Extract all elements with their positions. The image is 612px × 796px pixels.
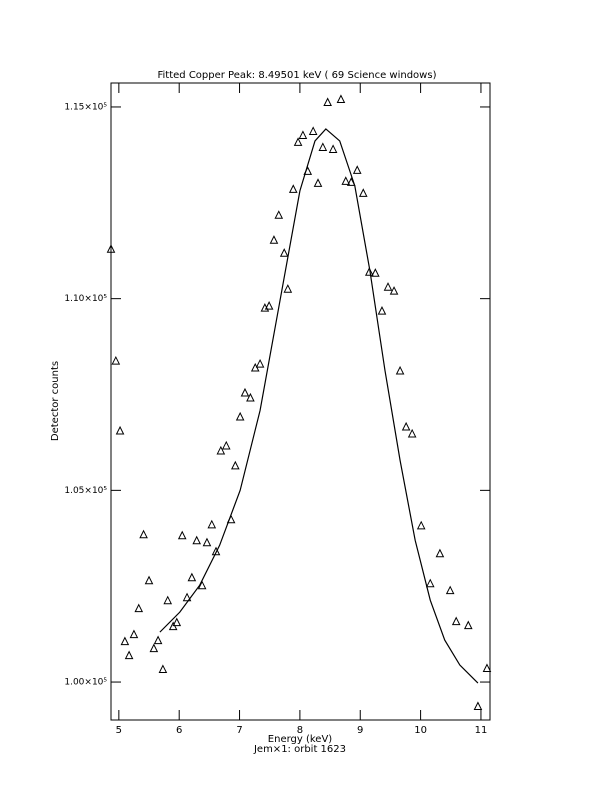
data-point [416,520,426,530]
data-point [139,529,148,539]
data-point [134,603,144,613]
data-point [463,620,473,630]
data-point [389,286,399,295]
data-point [231,460,240,470]
data-point [192,535,202,545]
data-point [313,178,323,187]
data-point [202,537,212,547]
data-point [328,144,338,153]
data-point [246,392,255,402]
data-point [211,546,221,556]
y-axis-label: Detector counts [50,361,61,441]
y-tick-label: 1.15×10⁵ [64,102,107,112]
data-point [395,365,405,375]
data-point [288,184,298,193]
data-point [274,210,284,219]
data-point [407,428,417,438]
data-point [153,635,163,645]
data-point [482,663,492,673]
data-point [293,137,303,146]
data-point [435,548,445,558]
data-point [318,142,328,151]
data-point [163,595,173,605]
data-point [177,530,187,540]
data-point [323,97,332,107]
data-point [298,130,308,139]
subtitle: Jem×1: orbit 1623 [253,744,346,755]
x-axis-label: Energy (keV) [268,734,333,745]
x-tick-label: 10 [414,725,427,736]
data-point [352,165,362,174]
data-point [283,284,293,293]
data-point [377,306,387,315]
data-point [279,248,289,257]
y-tick-label: 1.05×10⁵ [64,486,107,496]
x-tick-label: 7 [236,725,242,736]
data-point [264,301,274,310]
data-point [124,650,134,660]
data-point [371,268,380,277]
y-tick-label: 1.00×10⁵ [64,678,107,688]
data-point [364,267,374,276]
data-point [120,636,130,646]
chart-title: Fitted Copper Peak: 8.49501 keV ( 69 Sci… [158,70,437,81]
data-point [235,411,245,421]
x-tick-label: 11 [475,725,488,736]
data-point [341,176,351,185]
data-point [172,617,182,627]
data-point [129,629,139,639]
x-tick-label: 6 [176,725,182,736]
data-point [158,664,168,674]
x-tick-label: 5 [116,725,122,736]
data-point [425,578,435,588]
data-point [240,387,250,397]
data-point [106,244,116,253]
data-point [473,701,483,711]
data-point [401,421,411,431]
data-point [221,440,231,450]
data-point [187,572,197,582]
data-point [383,282,393,291]
data-point [445,585,455,595]
data-point [149,643,159,653]
data-point [255,358,265,368]
fit-curve [159,128,479,684]
data-point [182,592,192,602]
data-point [358,188,368,197]
data-point [336,94,346,104]
data-point [216,445,226,455]
data-point [115,425,125,435]
data-point [207,519,217,529]
x-tick-label: 8 [297,725,303,736]
data-point [111,355,121,365]
data-point [451,616,461,626]
data-point [144,575,154,585]
plot-frame [110,82,491,721]
data-point [269,235,279,244]
x-tick-label: 9 [357,725,363,736]
data-point [308,126,318,135]
y-tick-label: 1.10×10⁵ [64,294,107,304]
